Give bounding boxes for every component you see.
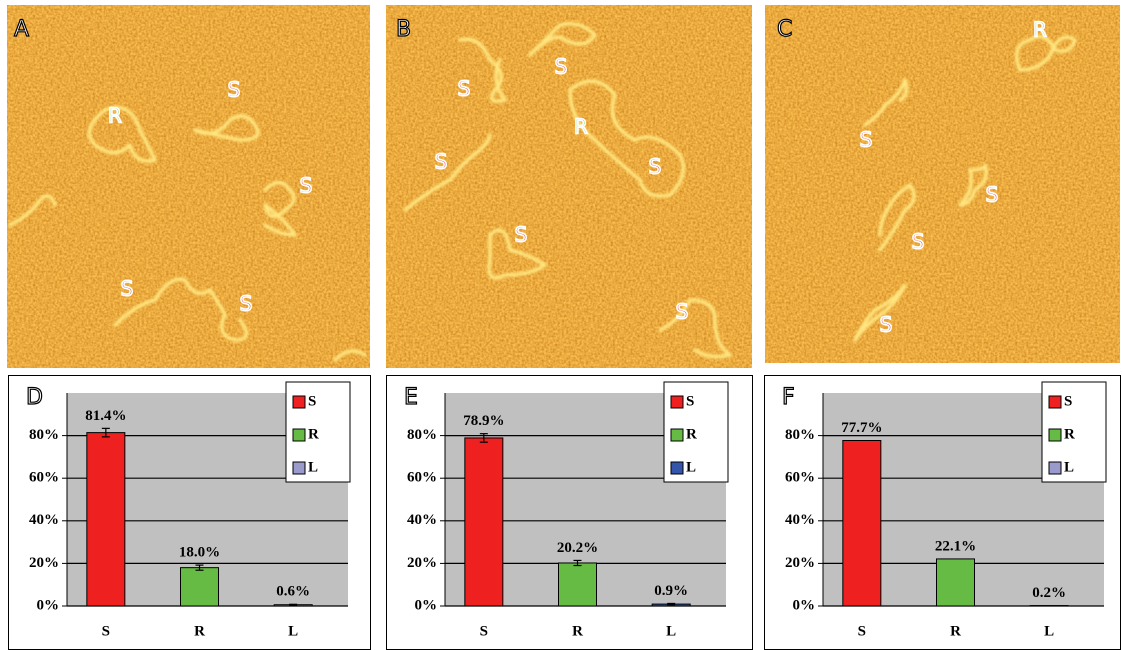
y-tick-label: 80% <box>785 427 815 443</box>
afm-image <box>7 5 370 368</box>
value-label: 20.2% <box>557 540 598 556</box>
annotation: S <box>860 128 873 152</box>
legend-swatch <box>1049 429 1061 441</box>
value-label: 18.0% <box>179 545 220 561</box>
legend-label: S <box>308 393 316 409</box>
x-tick-label: S <box>480 623 488 639</box>
legend-label: L <box>1064 459 1074 475</box>
annotation: S <box>676 300 689 324</box>
y-tick-label: 0% <box>793 597 816 613</box>
legend-swatch <box>293 462 305 474</box>
x-tick-label: R <box>950 623 961 639</box>
y-tick-label: 80% <box>29 427 59 443</box>
legend-swatch <box>1049 396 1061 408</box>
annotation: R <box>574 115 588 139</box>
annotation: S <box>458 77 471 101</box>
legend-label: L <box>686 459 696 475</box>
y-tick-label: 40% <box>785 512 815 528</box>
y-tick-label: 40% <box>29 512 59 528</box>
annotation: S <box>300 174 313 198</box>
figure: A B C (() => { const data = JSON.parse(d… <box>0 0 1122 650</box>
annotation: S <box>121 277 134 301</box>
panel-label: E <box>404 385 418 410</box>
x-tick-label: L <box>288 623 298 639</box>
legend-label: S <box>1064 393 1072 409</box>
x-tick-label: L <box>1044 623 1054 639</box>
x-tick-label: R <box>572 623 583 639</box>
bar <box>843 440 881 606</box>
annotation: S <box>515 223 528 247</box>
annotation: S <box>986 183 999 207</box>
value-label: 78.9% <box>463 413 504 429</box>
y-tick-label: 60% <box>29 470 59 486</box>
value-label: 0.6% <box>276 584 310 600</box>
legend-label: S <box>686 393 694 409</box>
y-tick-label: 40% <box>407 512 437 528</box>
y-tick-label: 0% <box>415 597 438 613</box>
error-bar <box>289 604 297 605</box>
panel-label: A <box>14 17 29 42</box>
x-tick-label: L <box>666 623 676 639</box>
bar <box>87 433 125 606</box>
value-label: 0.9% <box>654 583 688 599</box>
legend-swatch <box>1049 462 1061 474</box>
legend-label: R <box>308 426 319 442</box>
legend-label: R <box>686 426 697 442</box>
y-tick-label: 20% <box>29 555 59 571</box>
legend-swatch <box>293 429 305 441</box>
bar <box>181 568 219 606</box>
annotation: R <box>108 104 122 128</box>
legend-swatch <box>293 396 305 408</box>
annotation: S <box>649 155 662 179</box>
y-tick-label: 20% <box>785 555 815 571</box>
y-tick-label: 80% <box>407 427 437 443</box>
annotation: S <box>228 78 241 102</box>
legend-swatch <box>671 462 683 474</box>
value-label: 22.1% <box>935 538 976 554</box>
x-tick-label: R <box>194 623 205 639</box>
legend-label: L <box>308 459 318 475</box>
annotation: S <box>240 292 253 316</box>
bar <box>937 559 975 606</box>
panel-label: B <box>396 17 411 42</box>
legend-label: R <box>1064 426 1075 442</box>
legend-swatch <box>671 429 683 441</box>
y-tick-label: 20% <box>407 555 437 571</box>
value-label: 0.2% <box>1032 585 1066 601</box>
panel-label: D <box>26 385 43 410</box>
annotation: R <box>1033 18 1047 42</box>
annotation: S <box>912 230 925 254</box>
panel-label: F <box>782 385 795 410</box>
legend-swatch <box>671 396 683 408</box>
annotation: S <box>435 150 448 174</box>
x-tick-label: S <box>102 623 110 639</box>
bar <box>559 563 597 606</box>
panel-label: C <box>777 17 792 42</box>
annotation: S <box>555 55 568 79</box>
y-tick-label: 0% <box>37 597 60 613</box>
annotation: S <box>880 313 893 337</box>
y-tick-label: 60% <box>407 470 437 486</box>
value-label: 77.7% <box>841 420 882 436</box>
x-tick-label: S <box>858 623 866 639</box>
bar <box>465 438 503 606</box>
value-label: 81.4% <box>85 408 126 424</box>
afm-image <box>765 5 1120 363</box>
y-tick-label: 60% <box>785 470 815 486</box>
